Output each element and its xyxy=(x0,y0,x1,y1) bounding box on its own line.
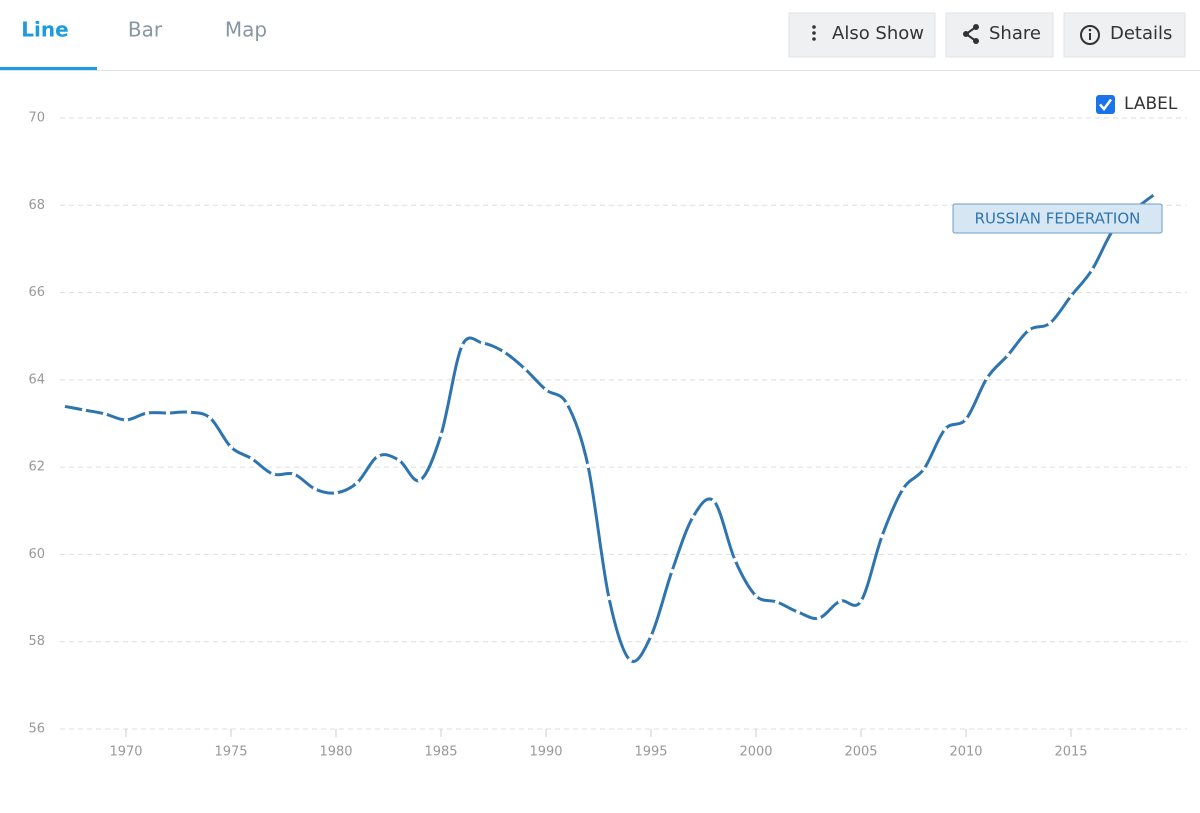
checkbox xyxy=(1096,95,1115,114)
point xyxy=(1047,320,1053,326)
icon xyxy=(1080,25,1100,45)
check-icon xyxy=(1099,98,1113,111)
icon xyxy=(973,38,979,44)
button-bg xyxy=(1063,12,1186,58)
point xyxy=(942,426,948,432)
y-tick-label: 60 xyxy=(28,547,45,562)
point xyxy=(333,490,339,496)
checkbox-label: LABEL xyxy=(1124,94,1178,114)
point xyxy=(438,432,444,438)
x-tick-label: 1975 xyxy=(214,745,247,760)
point xyxy=(1068,293,1074,299)
x-tick-label: 1995 xyxy=(634,745,667,760)
point xyxy=(858,598,864,604)
x-tick-label: 2005 xyxy=(844,745,877,760)
point xyxy=(585,463,591,469)
point xyxy=(354,480,360,486)
point xyxy=(228,444,234,450)
point xyxy=(60,403,66,409)
button-bg xyxy=(788,12,936,58)
point xyxy=(837,598,843,604)
y-tick-label: 66 xyxy=(28,285,45,300)
x-tick-label: 1970 xyxy=(109,745,142,760)
also-show-button[interactable]: Also Show xyxy=(788,12,936,58)
point xyxy=(732,557,738,563)
button-label: Details xyxy=(1110,23,1172,44)
icon xyxy=(812,37,816,41)
point xyxy=(501,349,507,355)
point xyxy=(606,595,612,601)
x-tick-label: 2010 xyxy=(949,745,982,760)
point xyxy=(816,615,822,621)
point xyxy=(165,410,171,416)
point xyxy=(81,407,87,413)
y-tick-label: 64 xyxy=(28,372,45,387)
series-line xyxy=(62,192,1156,663)
point xyxy=(291,471,297,477)
point xyxy=(1026,327,1032,333)
point xyxy=(669,568,675,574)
y-tick-label: 58 xyxy=(28,634,45,649)
x-tick-label: 2015 xyxy=(1054,745,1087,760)
point xyxy=(480,340,486,346)
point xyxy=(375,454,381,459)
y-tick-label: 68 xyxy=(28,198,45,213)
point xyxy=(207,415,213,421)
point xyxy=(186,409,192,415)
point xyxy=(900,486,906,492)
point xyxy=(123,417,129,423)
point xyxy=(102,411,108,417)
point xyxy=(417,478,423,483)
point xyxy=(711,498,717,504)
point xyxy=(543,387,549,393)
button-label: Also Show xyxy=(832,23,924,44)
point xyxy=(312,486,318,492)
y-tick-label: 70 xyxy=(28,111,45,126)
point xyxy=(963,416,969,422)
tab-map[interactable]: Map xyxy=(225,18,267,42)
icon xyxy=(1088,28,1092,32)
point xyxy=(648,633,654,639)
x-tick-label: 1980 xyxy=(319,745,352,760)
icon xyxy=(973,24,979,30)
icon xyxy=(812,31,816,35)
point xyxy=(1005,352,1011,358)
point xyxy=(564,401,570,407)
label-checkbox[interactable]: LABEL xyxy=(1096,94,1178,114)
point xyxy=(921,466,927,472)
series-label: RUSSIAN FEDERATION xyxy=(975,209,1141,227)
x-tick-label: 1985 xyxy=(424,745,457,760)
point xyxy=(1089,267,1095,273)
point xyxy=(774,599,780,605)
icon xyxy=(963,31,969,37)
point xyxy=(459,343,465,349)
x-tick-label: 1990 xyxy=(529,745,562,760)
point xyxy=(249,456,255,462)
point xyxy=(270,471,276,477)
point xyxy=(795,609,801,615)
point xyxy=(1152,191,1158,197)
y-tick-label: 56 xyxy=(28,722,45,737)
y-tick-label: 62 xyxy=(28,460,45,475)
tab-line[interactable]: Line xyxy=(21,18,68,42)
point xyxy=(522,366,528,372)
button-label: Share xyxy=(989,23,1041,44)
point xyxy=(396,457,402,463)
point xyxy=(984,375,990,381)
x-tick-label: 2000 xyxy=(739,745,772,760)
tab-bar[interactable]: Bar xyxy=(128,18,163,42)
point xyxy=(753,593,759,599)
share-button[interactable]: Share xyxy=(945,12,1054,58)
point xyxy=(144,410,150,416)
tab-indicator xyxy=(0,67,97,71)
series-label-box xyxy=(952,203,1163,234)
details-button[interactable]: Details xyxy=(1063,12,1186,58)
icon xyxy=(812,25,816,29)
plot: 56 58 60 62 64 66 68 70 1970 1975 1980 1985 1990 1995… xyxy=(28,111,1187,760)
point xyxy=(690,514,696,520)
point xyxy=(627,657,633,663)
point xyxy=(879,533,885,539)
